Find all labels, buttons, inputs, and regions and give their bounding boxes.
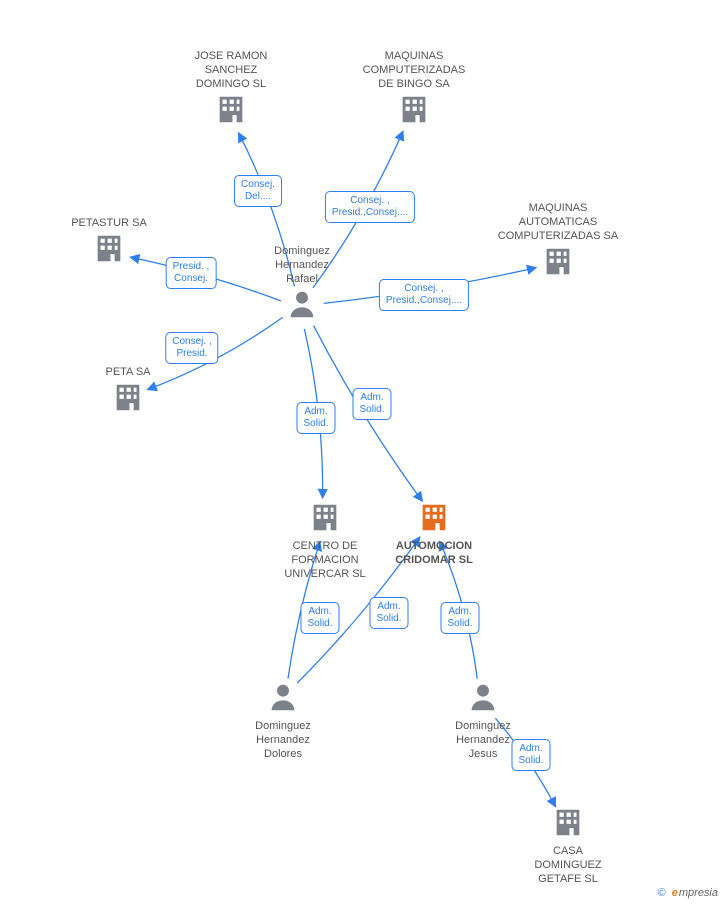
node-label: Dominguez Hernandez Jesus xyxy=(455,720,511,761)
node-label: MAQUINAS AUTOMATICAS COMPUTERIZADAS SA xyxy=(498,202,618,243)
edge-label: Presid. , Consej. xyxy=(166,257,217,289)
edge-label: Adm. Solid. xyxy=(369,597,408,629)
building-icon[interactable] xyxy=(397,93,431,132)
building-icon[interactable] xyxy=(551,806,585,845)
edge-label: Adm. Solid. xyxy=(440,602,479,634)
node-label: CASA DOMINGUEZ GETAFE SL xyxy=(534,845,601,886)
building-icon[interactable] xyxy=(417,501,451,540)
graph-canvas xyxy=(0,0,728,905)
node-label: MAQUINAS COMPUTERIZADAS DE BINGO SA xyxy=(363,50,466,91)
edge-label: Adm. Solid. xyxy=(300,602,339,634)
edge-label: Consej. , Presid.,Consej.... xyxy=(325,191,415,223)
edge-label: Consej. Del.... xyxy=(234,175,282,207)
brand-initial: e xyxy=(672,887,678,899)
edge-label: Consej. , Presid.,Consej.... xyxy=(379,279,469,311)
node-label: PETA SA xyxy=(105,366,150,380)
edge-label: Adm. Solid. xyxy=(352,388,391,420)
person-icon[interactable] xyxy=(266,681,300,720)
node-label: Dominguez Hernandez Dolores xyxy=(255,720,311,761)
building-icon[interactable] xyxy=(111,381,145,420)
person-icon[interactable] xyxy=(285,288,319,327)
node-label: JOSE RAMON SANCHEZ DOMINGO SL xyxy=(195,50,268,91)
edge-label: Adm. Solid. xyxy=(296,402,335,434)
edge-label: Consej. , Presid. xyxy=(165,332,218,364)
person-icon[interactable] xyxy=(466,681,500,720)
copyright-symbol: © xyxy=(658,887,666,899)
node-label: CENTRO DE FORMACION UNIVERCAR SL xyxy=(284,540,365,581)
brand-rest: mpresia xyxy=(679,887,718,899)
building-icon[interactable] xyxy=(308,501,342,540)
node-label: Dominguez Hernandez Rafael xyxy=(274,245,330,286)
building-icon[interactable] xyxy=(92,232,126,271)
node-label: PETASTUR SA xyxy=(71,217,147,231)
footer-attribution: © empresia xyxy=(658,887,718,899)
edge-label: Adm. Solid. xyxy=(511,739,550,771)
building-icon[interactable] xyxy=(541,245,575,284)
building-icon[interactable] xyxy=(214,93,248,132)
node-label: AUTOMOCION CRIDOMAR SL xyxy=(395,540,473,568)
